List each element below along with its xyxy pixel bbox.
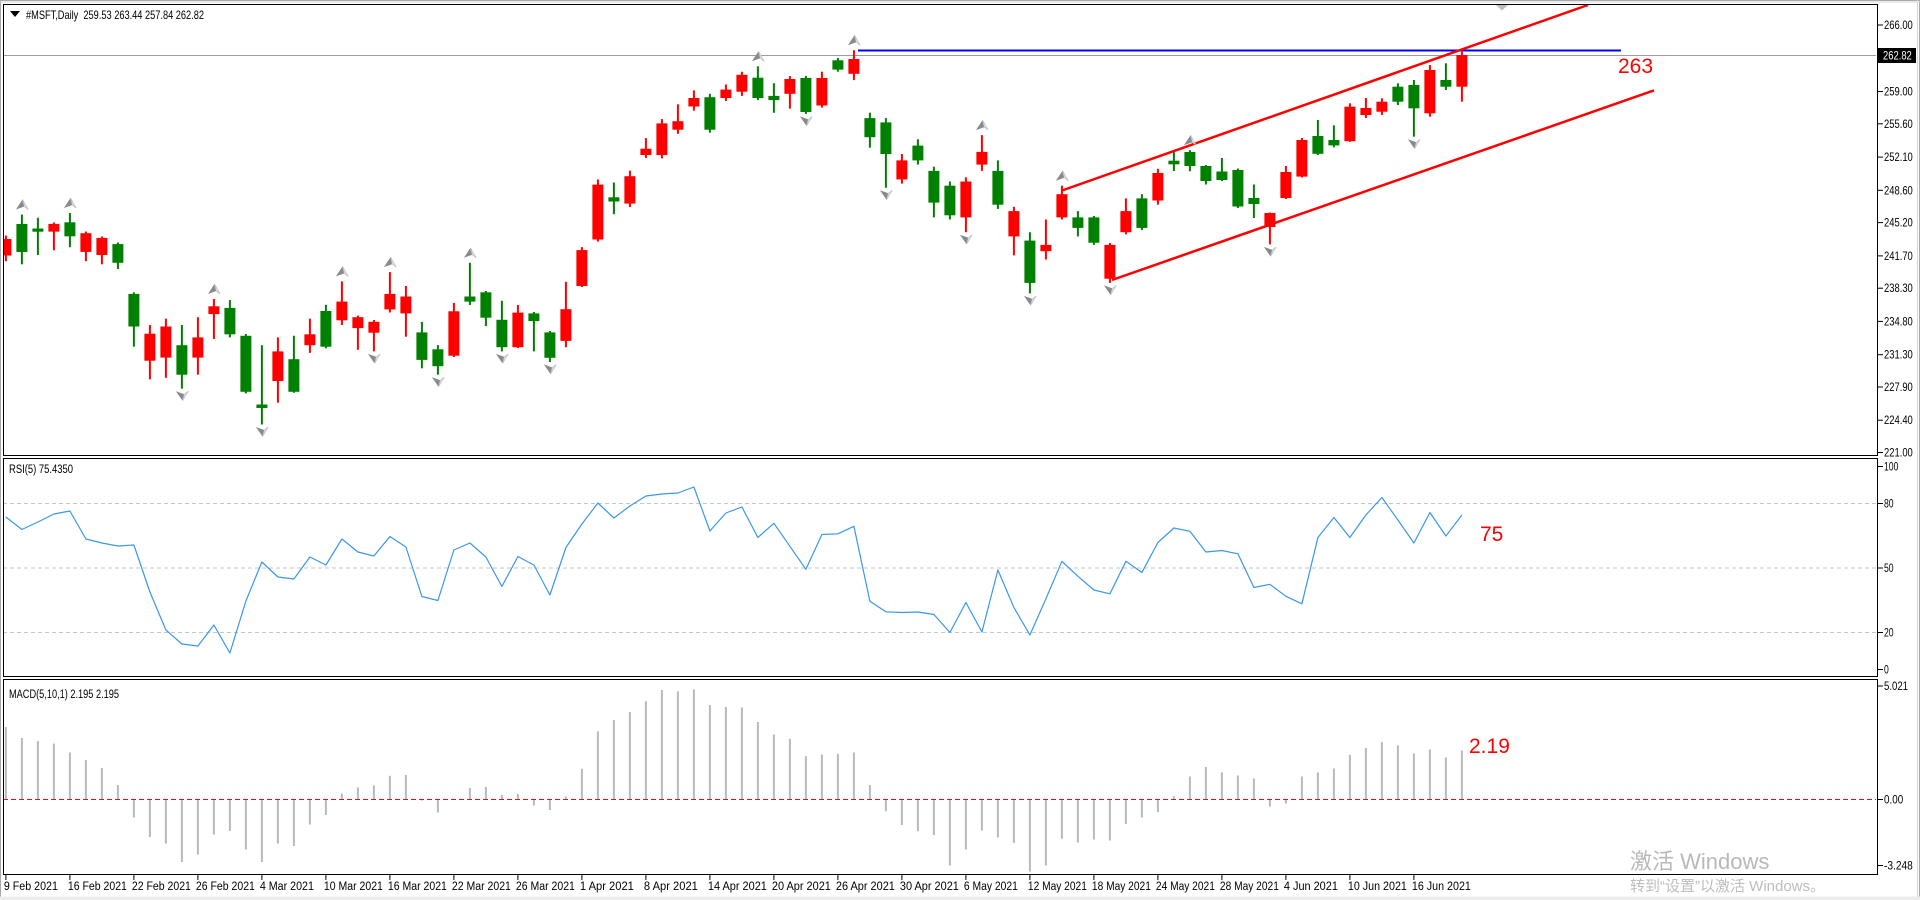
svg-text:#MSFT,Daily 259.53 263.44 257: #MSFT,Daily 259.53 263.44 257.84 262.82 [26,8,204,22]
svg-text:24 May 2021: 24 May 2021 [1156,881,1215,893]
svg-text:26 Mar 2021: 26 Mar 2021 [516,881,575,893]
svg-text:9 Feb 2021: 9 Feb 2021 [4,881,58,893]
svg-text:263: 263 [1618,55,1653,78]
svg-text:16 Feb 2021: 16 Feb 2021 [68,881,127,893]
svg-text:6 May 2021: 6 May 2021 [964,881,1018,893]
svg-text:238.30: 238.30 [1884,283,1913,295]
svg-text:221.00: 221.00 [1884,448,1913,460]
svg-text:28 May 2021: 28 May 2021 [1220,881,1279,893]
svg-text:5.021: 5.021 [1884,681,1908,693]
svg-text:224.40: 224.40 [1884,415,1913,427]
svg-text:245.20: 245.20 [1884,218,1913,230]
svg-text:10 Jun 2021: 10 Jun 2021 [1348,881,1407,893]
svg-text:231.30: 231.30 [1884,350,1913,362]
svg-text:227.90: 227.90 [1884,382,1913,394]
svg-text:0: 0 [1884,665,1889,677]
svg-text:18 May 2021: 18 May 2021 [1092,881,1151,893]
svg-text:255.60: 255.60 [1884,119,1913,131]
svg-text:75: 75 [1480,523,1503,546]
svg-text:22 Mar 2021: 22 Mar 2021 [452,881,511,893]
svg-text:22 Feb 2021: 22 Feb 2021 [132,881,191,893]
svg-text:30 Apr 2021: 30 Apr 2021 [900,881,959,893]
svg-text:20: 20 [1884,628,1894,640]
svg-text:248.60: 248.60 [1884,185,1913,197]
svg-text:-3.248: -3.248 [1884,861,1913,873]
svg-text:10 Mar 2021: 10 Mar 2021 [324,881,383,893]
svg-text:0.00: 0.00 [1884,795,1903,807]
svg-text:234.80: 234.80 [1884,316,1913,328]
svg-text:50: 50 [1884,563,1894,575]
svg-text:259.00: 259.00 [1884,87,1913,99]
svg-text:26 Feb 2021: 26 Feb 2021 [196,881,255,893]
svg-text:266.00: 266.00 [1884,20,1913,32]
svg-text:26 Apr 2021: 26 Apr 2021 [836,881,895,893]
svg-text:252.10: 252.10 [1884,152,1913,164]
svg-text:241.70: 241.70 [1884,251,1913,263]
svg-text:4 Jun 2021: 4 Jun 2021 [1284,881,1338,893]
svg-text:16 Jun 2021: 16 Jun 2021 [1412,881,1471,893]
svg-text:MACD(5,10,1) 2.195 2.195: MACD(5,10,1) 2.195 2.195 [9,689,119,701]
svg-text:4 Mar 2021: 4 Mar 2021 [260,881,314,893]
svg-text:14 Apr 2021: 14 Apr 2021 [708,881,767,893]
svg-text:激活 Windows: 激活 Windows [1630,849,1769,874]
svg-text:100: 100 [1884,462,1898,474]
svg-text:1 Apr 2021: 1 Apr 2021 [580,881,634,893]
svg-text:20 Apr 2021: 20 Apr 2021 [772,881,831,893]
svg-text:12 May 2021: 12 May 2021 [1028,881,1087,893]
svg-text:16 Mar 2021: 16 Mar 2021 [388,881,447,893]
svg-text:转到“设置”以激活 Windows。: 转到“设置”以激活 Windows。 [1630,878,1825,895]
svg-text:262.82: 262.82 [1883,51,1912,63]
svg-text:RSI(5) 75.4350: RSI(5) 75.4350 [9,464,73,476]
svg-text:8 Apr 2021: 8 Apr 2021 [644,881,698,893]
svg-text:2.19: 2.19 [1469,735,1510,758]
svg-text:80: 80 [1884,499,1894,511]
